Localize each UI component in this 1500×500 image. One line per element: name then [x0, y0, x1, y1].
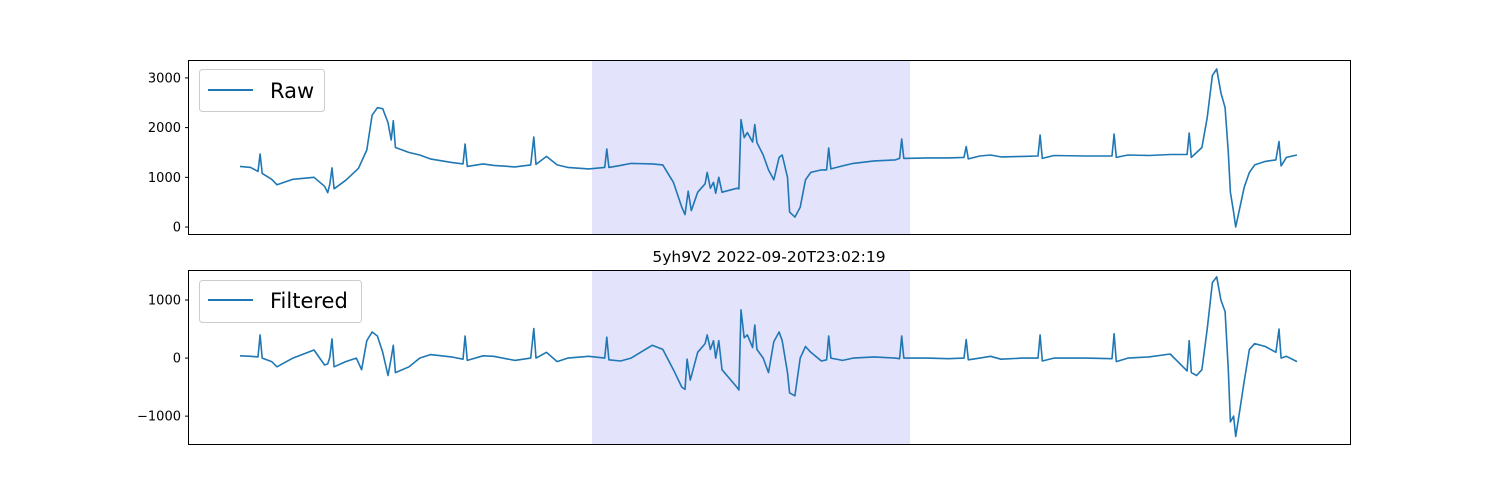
y-ticks-filtered: −1000 0 1000	[137, 294, 189, 425]
legend-raw: Raw	[199, 69, 325, 112]
chart-title: 5yh9V2 2022-09-20T23:02:19	[652, 248, 885, 266]
axes-raw: 0 1000 2000 3000 Raw	[148, 60, 1351, 236]
legend-box-filtered	[199, 280, 362, 323]
series-line-raw	[239, 68, 1298, 228]
legend-box-raw	[199, 69, 325, 112]
y-tick-label-filtered: 0	[173, 352, 181, 367]
highlight-span-raw	[591, 61, 911, 234]
axes-filtered: −1000 0 1000 Filtered	[137, 270, 1351, 445]
axes-frame-filtered	[188, 270, 1351, 445]
y-tick-label-raw: 1000	[148, 171, 181, 186]
y-tick-label-filtered: −1000	[137, 410, 181, 425]
legend-label-raw: Raw	[270, 79, 314, 103]
y-ticks-raw: 0 1000 2000 3000	[148, 71, 189, 236]
legend-label-filtered: Filtered	[270, 289, 348, 313]
series-line-filtered	[239, 276, 1298, 438]
axes-frame-raw	[188, 60, 1351, 235]
y-tick-label-raw: 0	[173, 221, 181, 236]
y-tick-label-raw: 2000	[148, 121, 181, 136]
y-tick-label-raw: 3000	[148, 71, 181, 86]
legend-filtered: Filtered	[199, 280, 362, 323]
y-tick-label-filtered: 1000	[148, 294, 181, 309]
